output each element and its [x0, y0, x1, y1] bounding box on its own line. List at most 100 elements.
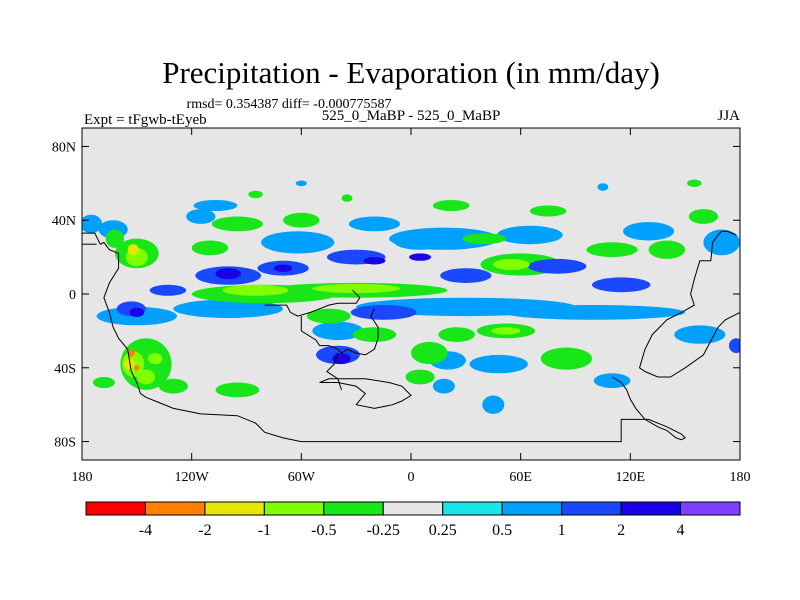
colorbar-swatch [620, 501, 682, 516]
contour-fill-region [127, 244, 139, 256]
y-tick-label: 40N [52, 214, 76, 229]
contour-fill-region [648, 240, 686, 259]
colorbar-label: 2 [617, 522, 625, 539]
colorbar-label: -2 [198, 522, 211, 539]
coastline-layer [82, 230, 740, 443]
contour-fill-region [348, 216, 400, 232]
contour-fill-region [363, 257, 386, 265]
contour-fill-region [274, 264, 293, 272]
contour-fill-region [193, 200, 238, 211]
contour-fill-layer [82, 179, 740, 414]
colorbar-swatch [680, 501, 741, 516]
contour-fill-region [409, 253, 432, 261]
contour-fill-region [687, 179, 702, 187]
coastline [319, 378, 412, 409]
colorbar-swatch [382, 501, 444, 516]
colorbar-swatch [263, 501, 325, 516]
contour-fill-region [158, 378, 188, 394]
contour-fill-region [341, 194, 353, 202]
contour-fill-region [540, 347, 593, 370]
colorbar-swatch [144, 501, 206, 516]
contour-fill-region [597, 183, 609, 191]
contour-fill-region [191, 240, 229, 256]
contour-fill-region [502, 305, 686, 320]
y-tick-label: 0 [69, 288, 76, 303]
contour-fill-region [173, 299, 283, 318]
contour-fill-region [469, 354, 528, 374]
y-tick-label: 80N [52, 140, 76, 155]
contour-fill-region [312, 321, 364, 341]
y-tick-label: 40S [54, 362, 76, 377]
x-tick-label: 0 [408, 470, 415, 485]
contour-fill-region [295, 180, 307, 187]
x-axis: 180 120W 60W 0 60E 120E 180 [72, 128, 751, 485]
colorbar-label: 0.25 [429, 522, 457, 539]
colorbar-label: 0.5 [492, 522, 512, 539]
contour-fill-region [411, 341, 448, 365]
coastline [82, 232, 687, 443]
contour-fill-region [432, 378, 455, 394]
contour-fill-region [493, 259, 530, 270]
colorbar-swatch [501, 501, 563, 516]
season-label: JJA [717, 108, 740, 124]
contour-fill-region [306, 308, 351, 324]
colorbar-label: -0.25 [367, 522, 400, 539]
contour-fill-region [82, 214, 103, 234]
colorbar-label: -4 [139, 522, 152, 539]
contour-fill-region [674, 325, 726, 344]
contour-fill-region [283, 212, 320, 228]
contour-fill-region [405, 369, 435, 385]
contour-fill-region [623, 222, 675, 241]
contour-fill-region [432, 200, 470, 211]
x-tick-label: 120W [175, 470, 210, 485]
chart-title: Precipitation - Evaporation (in mm/day) [162, 55, 660, 90]
contour-fill-region [586, 242, 638, 258]
contour-fill-region [129, 307, 145, 317]
contour-fill-region [482, 395, 505, 414]
x-tick-label: 180 [730, 470, 751, 485]
contour-fill-region [149, 284, 187, 296]
contour-fill-region [211, 216, 263, 232]
colorbar-label: 4 [677, 522, 685, 539]
coastline [264, 289, 361, 317]
contour-fill-region [593, 373, 631, 389]
contour-fill-region [703, 229, 740, 256]
contour-fill-region [688, 209, 719, 224]
contour-fill-region [491, 327, 521, 335]
colorbar-swatch [323, 501, 384, 516]
coastline [300, 308, 379, 356]
contour-fill-region [127, 349, 135, 357]
x-tick-label: 60E [509, 470, 532, 485]
x-tick-label: 180 [72, 470, 93, 485]
contour-fill-region [440, 268, 492, 283]
contour-fill-region [496, 225, 563, 245]
expt-label: Expt = tFgwb-tEyeb [84, 112, 207, 128]
y-tick-label: 80S [54, 436, 76, 451]
case-label: 525_0_MaBP - 525_0_MaBP [322, 108, 501, 124]
contour-fill-region [215, 268, 241, 280]
contour-fill-region [352, 327, 397, 342]
contour-fill-region [729, 338, 740, 353]
coastline [638, 230, 740, 378]
contour-fill-region [248, 190, 263, 199]
colorbar: -4 -2 -1 -0.5 -0.25 0.25 0.5 1 2 4 [85, 501, 741, 539]
colorbar-swatch [85, 501, 146, 516]
contour-fill-region [124, 358, 135, 370]
chart-subtitle: rmsd= 0.354387 diff= -0.000775587 [187, 97, 392, 112]
contour-fill-region [529, 205, 567, 217]
contour-fill-region [215, 382, 260, 398]
contour-fill-region [105, 229, 124, 248]
x-tick-label: 60W [288, 470, 316, 485]
contour-fill-region [438, 327, 476, 342]
x-tick-label: 120E [616, 470, 646, 485]
contour-fill-region [261, 231, 335, 254]
colorbar-swatch [442, 501, 503, 516]
contour-fill-region [147, 353, 163, 365]
colorbar-swatch [561, 501, 622, 516]
contour-fill-region [350, 305, 417, 320]
contour-fill-region [134, 365, 140, 371]
contour-fill-region [394, 235, 446, 250]
colorbar-swatch [204, 501, 265, 516]
colorbar-label: -0.5 [311, 522, 336, 539]
